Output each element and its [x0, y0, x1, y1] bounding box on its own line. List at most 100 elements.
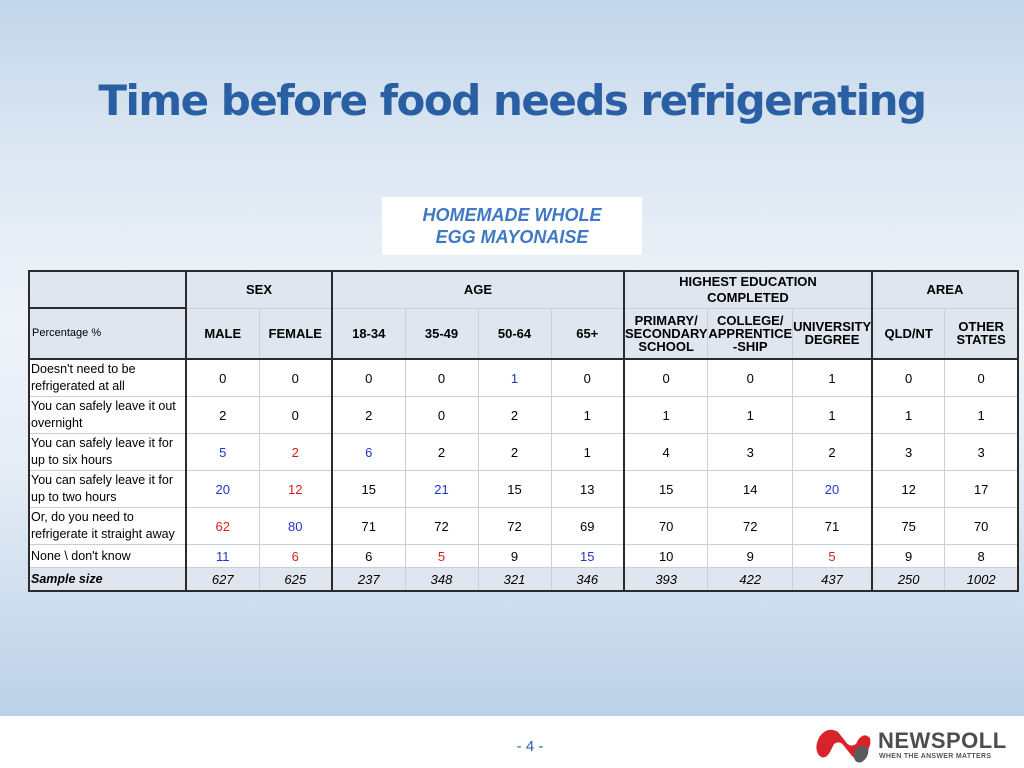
newspoll-logo: NEWSPOLL WHEN THE ANSWER MATTERS	[814, 722, 1019, 766]
col-university: UNIVERSITY DEGREE	[792, 307, 873, 360]
table-cell: 8	[944, 544, 1019, 568]
table-cell: 437	[792, 567, 873, 592]
table-row: Or, do you need to refrigerate it straig…	[28, 507, 1019, 545]
table-cell: 348	[404, 567, 479, 592]
table-cell: 1002	[944, 567, 1019, 592]
table-cell: 3	[944, 433, 1019, 471]
table-cell: 80	[258, 507, 333, 545]
row-label: None \ don't know	[28, 544, 187, 568]
table-cell: 15	[623, 470, 709, 508]
table-cell: 2	[404, 433, 479, 471]
table-cell: 0	[258, 358, 333, 397]
table-cell: 71	[792, 507, 873, 545]
table-cell: 0	[404, 396, 479, 434]
table-cell: 6	[258, 544, 333, 568]
corner-cell	[28, 270, 187, 309]
col-college-apprenticeship: COLLEGE/ APPRENTICE -SHIP	[707, 307, 794, 360]
table-row: You can safely leave it out overnight 2 …	[28, 396, 1019, 434]
table-cell: 2	[331, 396, 406, 434]
table-cell: 15	[477, 470, 552, 508]
table-cell: 250	[870, 567, 946, 592]
table-cell: 0	[404, 358, 479, 397]
row-header-label: Percentage %	[28, 307, 187, 360]
table-cell: 69	[550, 507, 625, 545]
col-50-64: 50-64	[477, 307, 552, 360]
table-cell: 13	[550, 470, 625, 508]
col-female: FEMALE	[258, 307, 333, 360]
table-cell: 0	[707, 358, 794, 397]
subtitle-line-2: EGG MAYONAISE	[435, 227, 589, 247]
table-cell: 6	[331, 544, 406, 568]
row-label: Or, do you need to refrigerate it straig…	[28, 507, 187, 545]
table-cell: 2	[185, 396, 260, 434]
table-cell: 15	[331, 470, 406, 508]
table-cell: 9	[477, 544, 552, 568]
row-label: Sample size	[28, 567, 187, 592]
table-cell: 1	[944, 396, 1019, 434]
group-header-row: SEX AGE HIGHEST EDUCATION COMPLETED AREA	[28, 270, 1019, 309]
table-cell: 1	[550, 396, 625, 434]
table-cell: 72	[707, 507, 794, 545]
table-cell: 625	[258, 567, 333, 592]
table-cell: 70	[944, 507, 1019, 545]
table-cell: 1	[792, 396, 873, 434]
table-cell: 11	[185, 544, 260, 568]
table-cell: 21	[404, 470, 479, 508]
subtitle-line-1: HOMEMADE WHOLE	[422, 205, 602, 225]
table-cell: 1	[870, 396, 946, 434]
table-cell: 0	[623, 358, 709, 397]
table-cell: 321	[477, 567, 552, 592]
table-cell: 12	[258, 470, 333, 508]
row-label: You can safely leave it for up to six ho…	[28, 433, 187, 471]
table-cell: 72	[404, 507, 479, 545]
row-label: You can safely leave it for up to two ho…	[28, 470, 187, 508]
table-cell: 2	[792, 433, 873, 471]
table-cell: 1	[550, 433, 625, 471]
table-cell: 3	[707, 433, 794, 471]
table-cell: 71	[331, 507, 406, 545]
table-cell: 0	[550, 358, 625, 397]
table-cell: 237	[331, 567, 406, 592]
col-other-states: OTHER STATES	[944, 307, 1019, 360]
table-cell: 0	[870, 358, 946, 397]
table-cell: 12	[870, 470, 946, 508]
group-header-education: HIGHEST EDUCATION COMPLETED	[623, 270, 873, 309]
table-cell: 1	[792, 358, 873, 397]
table-cell: 346	[550, 567, 625, 592]
table-cell: 20	[185, 470, 260, 508]
table-cell: 17	[944, 470, 1019, 508]
table-cell: 3	[870, 433, 946, 471]
table-cell: 0	[185, 358, 260, 397]
group-header-sex: SEX	[185, 270, 333, 309]
table-cell: 1	[623, 396, 709, 434]
table-row: None \ don't know 11 6 6 5 9 15 10 9 5 9…	[28, 544, 1019, 568]
results-table: SEX AGE HIGHEST EDUCATION COMPLETED AREA…	[28, 270, 1019, 592]
newspoll-logo-icon	[816, 729, 871, 763]
row-label: Doesn't need to be refrigerated at all	[28, 358, 187, 397]
table-cell: 0	[258, 396, 333, 434]
table-row: You can safely leave it for up to two ho…	[28, 470, 1019, 508]
col-primary-secondary: PRIMARY/ SECONDARY SCHOOL	[623, 307, 709, 360]
table-cell: 9	[707, 544, 794, 568]
page-number: - 4 -	[516, 738, 544, 755]
table-cell: 2	[258, 433, 333, 471]
table-cell: 14	[707, 470, 794, 508]
table-row: You can safely leave it for up to six ho…	[28, 433, 1019, 471]
table-cell: 75	[870, 507, 946, 545]
table-cell: 15	[550, 544, 625, 568]
table-cell: 5	[185, 433, 260, 471]
table-cell: 10	[623, 544, 709, 568]
column-header-row: Percentage % MALE FEMALE 18-34 35-49 50-…	[28, 307, 1019, 360]
row-label: You can safely leave it out overnight	[28, 396, 187, 434]
table-cell: 422	[707, 567, 794, 592]
table-cell: 0	[331, 358, 406, 397]
table-cell: 62	[185, 507, 260, 545]
table-cell: 1	[707, 396, 794, 434]
table-cell: 72	[477, 507, 552, 545]
table-cell: 1	[477, 358, 552, 397]
sample-size-row: Sample size 627 625 237 348 321 346 393 …	[28, 567, 1019, 592]
table-cell: 627	[185, 567, 260, 592]
col-qld-nt: QLD/NT	[870, 307, 946, 360]
table-cell: 2	[477, 396, 552, 434]
col-35-49: 35-49	[404, 307, 479, 360]
